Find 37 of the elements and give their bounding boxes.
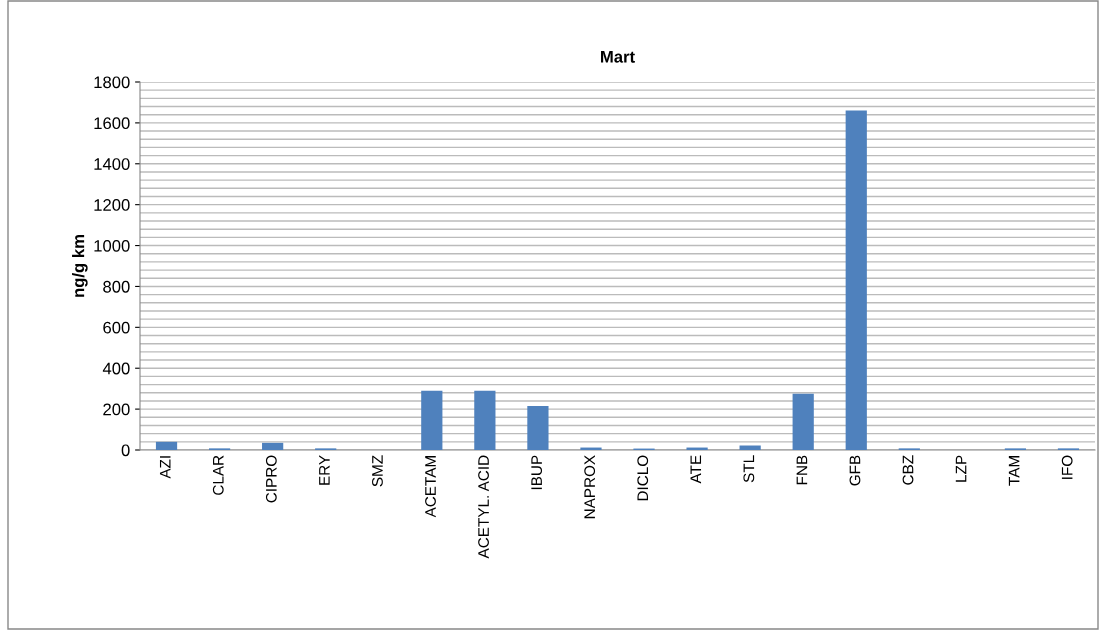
bar <box>262 442 284 450</box>
x-tick-label: NAPROX <box>584 455 596 519</box>
bar <box>845 110 867 450</box>
x-tick-label: AZI <box>159 456 171 479</box>
x-tick-label: CIPRO <box>265 455 277 503</box>
y-tick-label: 1800 <box>94 76 130 89</box>
bar <box>792 393 814 450</box>
x-tick-label: DICLO <box>637 455 649 501</box>
y-tick-label: 800 <box>103 280 130 293</box>
x-tick-label: LZP <box>955 455 967 482</box>
y-tick-label: 200 <box>103 403 130 416</box>
chart-title: Mart <box>601 51 635 63</box>
y-tick-label: 1000 <box>94 239 130 252</box>
x-tick-label: SMZ <box>372 455 383 487</box>
y-tick-label: 1400 <box>94 158 130 170</box>
y-tick-label: 0 <box>121 444 130 457</box>
y-tick-label: 400 <box>102 362 130 375</box>
y-tick-label: 1200 <box>94 199 130 211</box>
x-tick-label: IFO <box>1061 455 1073 479</box>
x-tick-label: ATE <box>690 455 702 484</box>
x-tick-label: FNB <box>796 455 808 485</box>
x-tick-label: ACETAM <box>425 456 436 518</box>
x-tick-label: ACETYL. ACID <box>478 455 489 559</box>
x-tick-label: TAM <box>1008 456 1020 486</box>
bar <box>527 406 549 450</box>
y-axis-title: ng/g km <box>72 235 88 297</box>
x-tick-label: IBUP <box>531 455 543 490</box>
bar <box>155 441 178 450</box>
bar <box>421 390 443 450</box>
x-tick-label: GFB <box>849 455 861 486</box>
x-tick-label: ERY <box>319 455 330 485</box>
y-tick-label: 1600 <box>94 117 130 130</box>
x-tick-label: CLAR <box>212 455 224 495</box>
x-tick-label: CBZ <box>902 455 914 485</box>
y-tick-label: 600 <box>103 321 130 334</box>
x-tick-label: STL <box>743 455 755 483</box>
bar <box>474 390 496 450</box>
